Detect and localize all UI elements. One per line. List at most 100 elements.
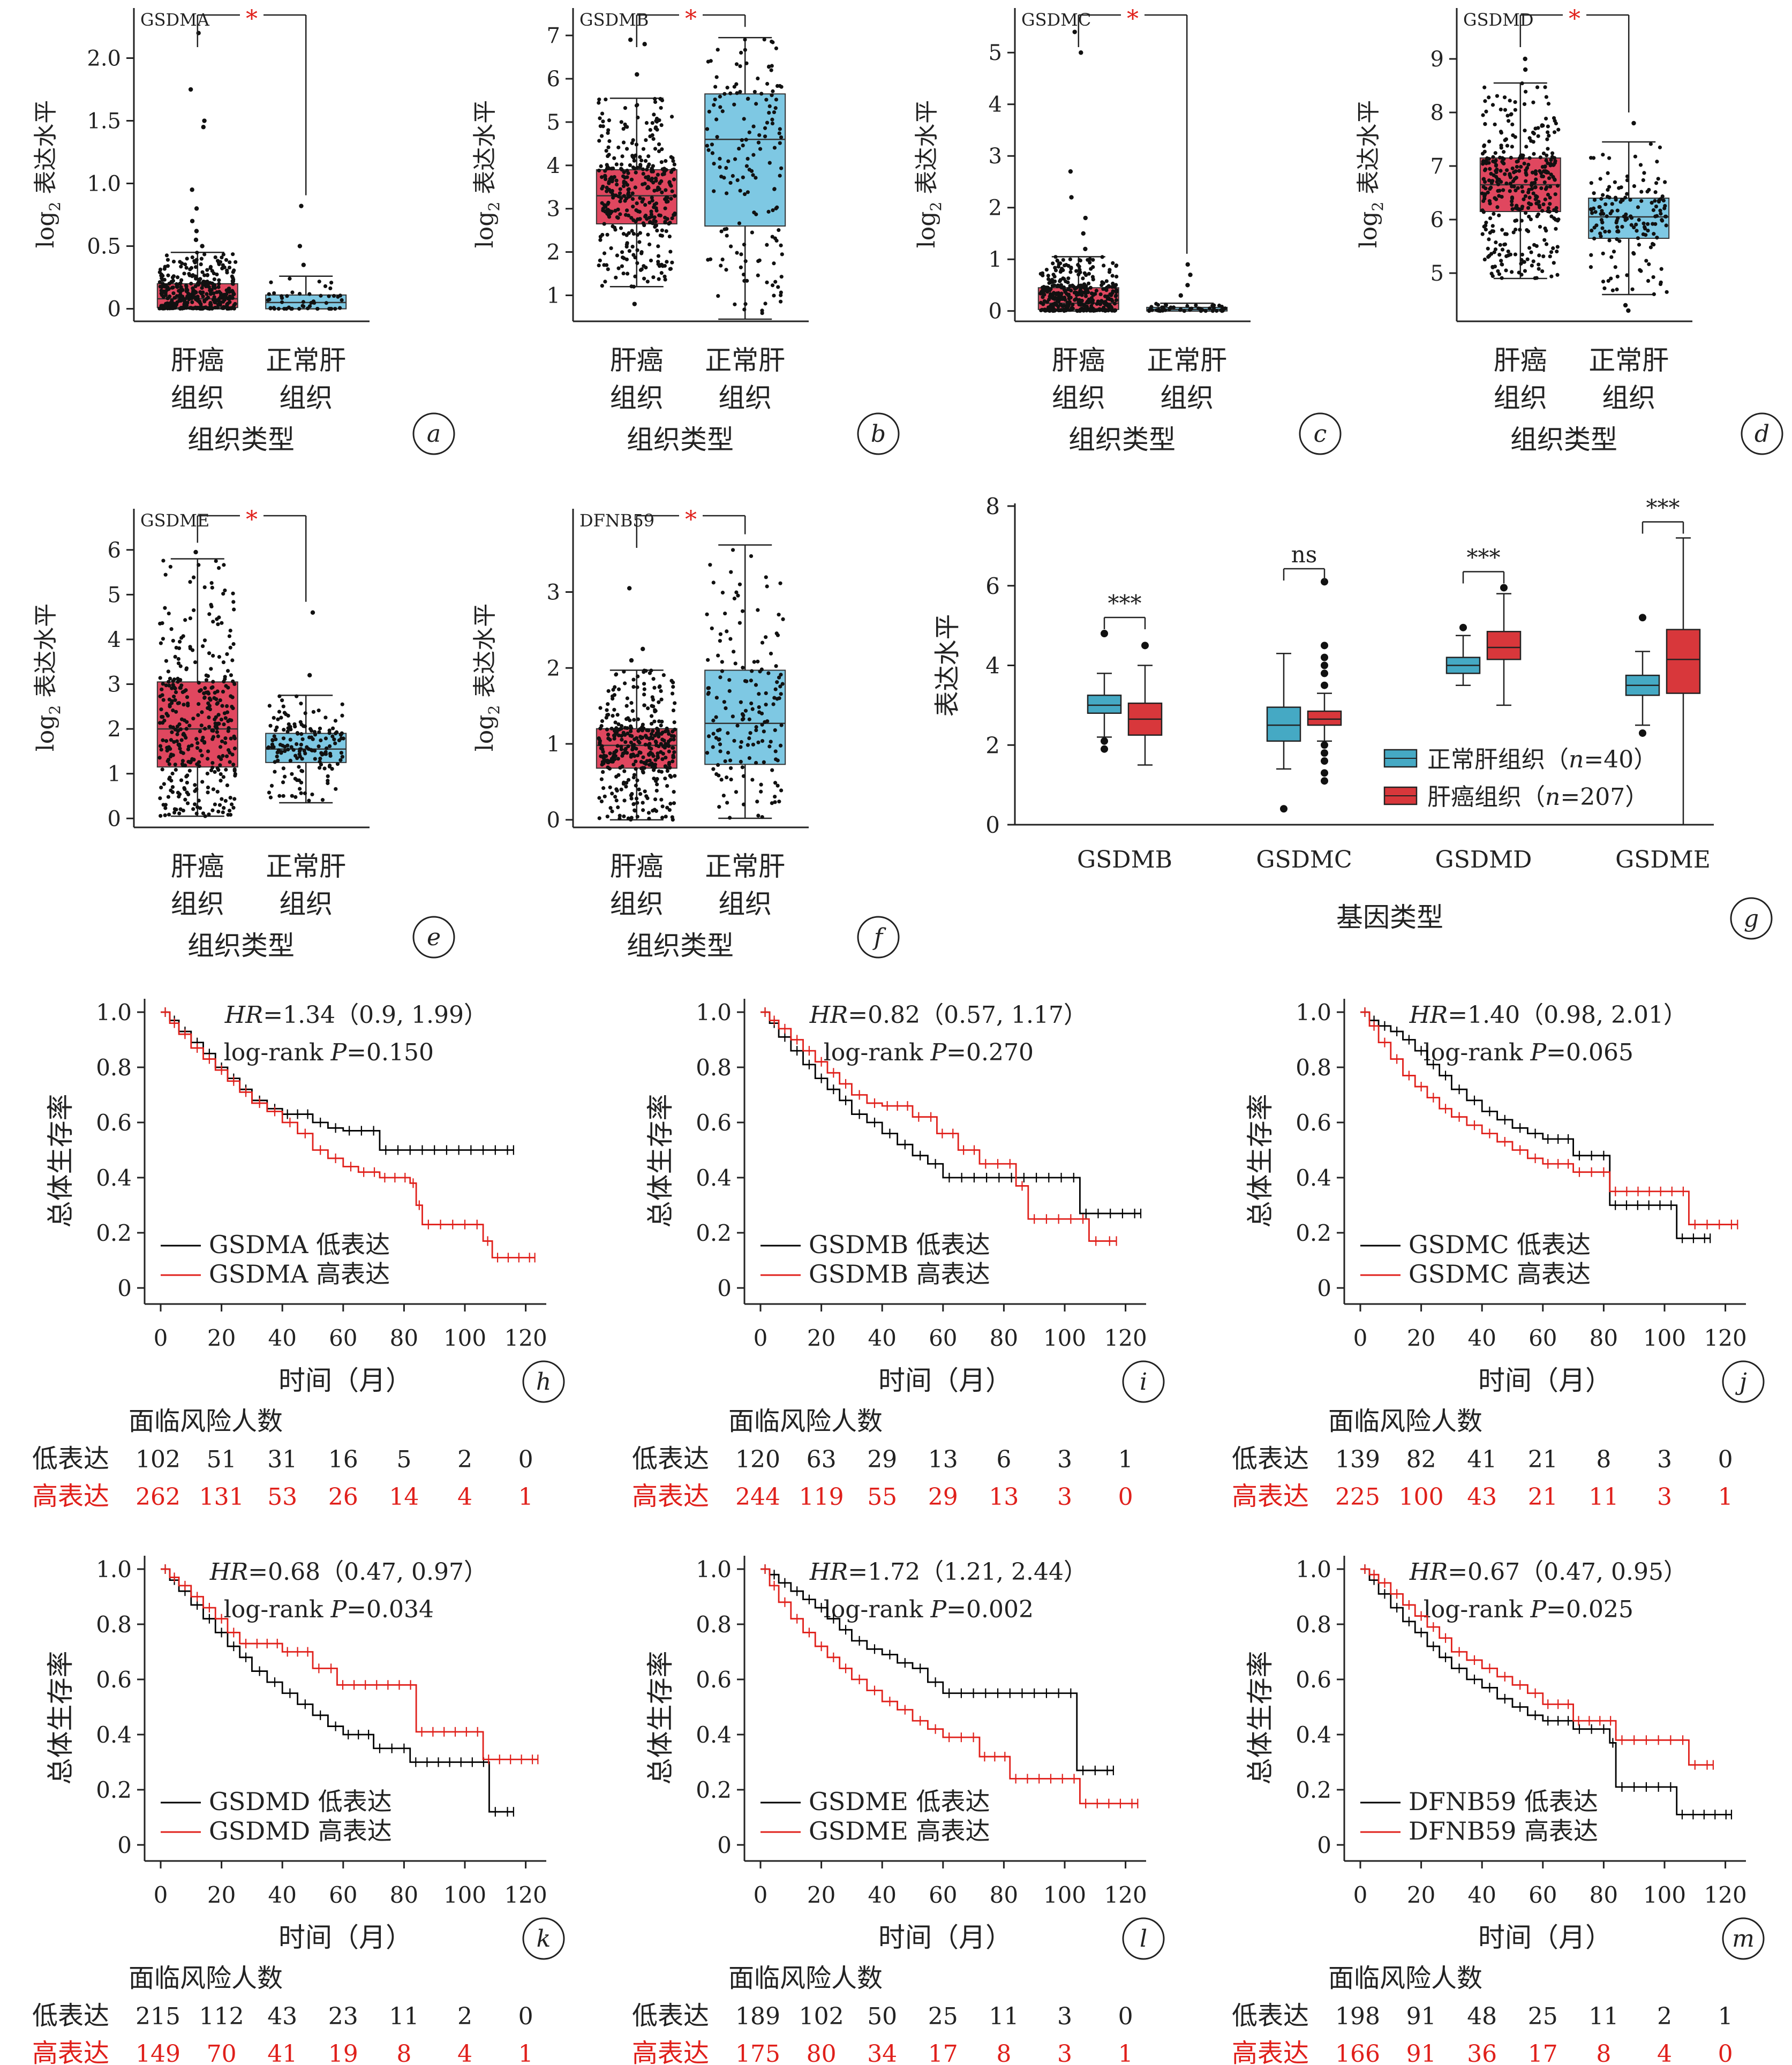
data-point [602, 757, 606, 762]
risk-row-name-low: 低表达 [32, 1444, 109, 1474]
hazard-ratio-text: HR=0.82（0.57, 1.17） [809, 1001, 1087, 1029]
data-point [175, 732, 179, 736]
data-point [657, 149, 661, 154]
data-point [598, 124, 603, 129]
risk-row-name-low: 低表达 [632, 1444, 709, 1474]
data-point [630, 154, 635, 158]
data-point [621, 232, 626, 236]
data-point [760, 640, 765, 645]
data-point [622, 256, 626, 260]
y-tick-label: 1 [547, 283, 560, 308]
y-tick-label: 1 [989, 247, 1002, 272]
km-panel-j: 00.20.40.60.81.00 20 40 60 80 100 120总体生存率时间（月… [1232, 999, 1765, 1511]
data-point [647, 742, 652, 746]
data-point [161, 290, 165, 295]
data-point [1091, 265, 1095, 269]
data-point [185, 780, 189, 785]
y-tick-label: 0 [108, 807, 121, 831]
data-point [707, 109, 711, 114]
data-point [630, 141, 634, 145]
risk-count-high: 262 [135, 1483, 180, 1511]
data-point [634, 783, 638, 788]
data-point [171, 291, 176, 296]
data-point [159, 785, 163, 790]
data-point [1063, 308, 1067, 312]
data-point [1522, 102, 1527, 107]
data-point [667, 808, 672, 812]
data-point [663, 215, 667, 220]
data-point [716, 653, 720, 658]
data-point [713, 97, 717, 102]
data-point [212, 271, 216, 276]
data-point [231, 277, 236, 282]
data-point [298, 720, 303, 724]
data-point [654, 116, 659, 121]
data-point [1503, 172, 1507, 176]
data-point [1499, 131, 1503, 135]
data-point [767, 161, 772, 165]
data-point [760, 722, 764, 727]
data-point [231, 290, 235, 294]
data-point [1481, 160, 1485, 164]
data-point [1504, 254, 1509, 259]
data-point [160, 285, 164, 289]
data-point [770, 801, 774, 805]
data-point [643, 742, 647, 747]
data-point [1509, 112, 1513, 117]
risk-count-low: 0 [1718, 1446, 1733, 1473]
data-point [211, 620, 215, 624]
data-point [1534, 276, 1539, 280]
x-tick-label: 20 [1407, 1882, 1435, 1908]
category-label: 肝癌 [171, 345, 224, 376]
risk-count-high: 11 [1588, 1483, 1618, 1511]
data-point [231, 591, 235, 596]
x-tick-label: 80 [390, 1325, 418, 1351]
risk-count-low: 3 [1057, 1446, 1072, 1473]
data-point [267, 704, 272, 708]
data-point [195, 281, 200, 285]
data-point [162, 306, 167, 311]
risk-count-high: 0 [1718, 2040, 1733, 2065]
data-point [327, 731, 332, 735]
data-point [1509, 155, 1513, 160]
data-point [772, 146, 777, 150]
data-point [621, 271, 626, 276]
data-point [750, 707, 755, 711]
data-point [175, 300, 179, 304]
data-point [1597, 205, 1601, 209]
data-point [706, 148, 711, 152]
data-point [607, 215, 612, 219]
risk-count-low: 41 [1467, 1446, 1497, 1473]
legend-label: GSDMB 低表达 [809, 1230, 990, 1259]
data-point [603, 280, 607, 284]
x-axis-label: 时间（月） [878, 1922, 1012, 1953]
data-point [754, 102, 758, 106]
data-point [313, 757, 317, 761]
data-point [706, 258, 710, 262]
high-expression-curve [761, 1564, 1139, 1808]
data-point [630, 244, 635, 249]
data-point [1048, 306, 1052, 310]
risk-row-name-high: 高表达 [632, 1481, 709, 1511]
logrank-p-text: log-rank P=0.002 [824, 1596, 1034, 1623]
y-tick-label: 0 [1317, 1832, 1331, 1858]
data-point [1524, 89, 1528, 94]
data-point [777, 228, 781, 232]
data-point [644, 265, 648, 270]
data-point [664, 765, 668, 769]
data-point [623, 747, 628, 751]
data-point [1096, 308, 1100, 312]
data-point [638, 217, 642, 221]
data-point [222, 711, 227, 715]
data-point [669, 170, 674, 174]
data-point [170, 279, 175, 283]
data-point [601, 184, 605, 189]
logrank-p-text: log-rank P=0.065 [1424, 1039, 1633, 1066]
data-point [1502, 150, 1506, 154]
data-point [208, 266, 213, 270]
data-point [1182, 309, 1186, 313]
data-point [1150, 308, 1154, 312]
risk-count-low: 189 [735, 2003, 780, 2030]
data-point [1636, 236, 1640, 240]
